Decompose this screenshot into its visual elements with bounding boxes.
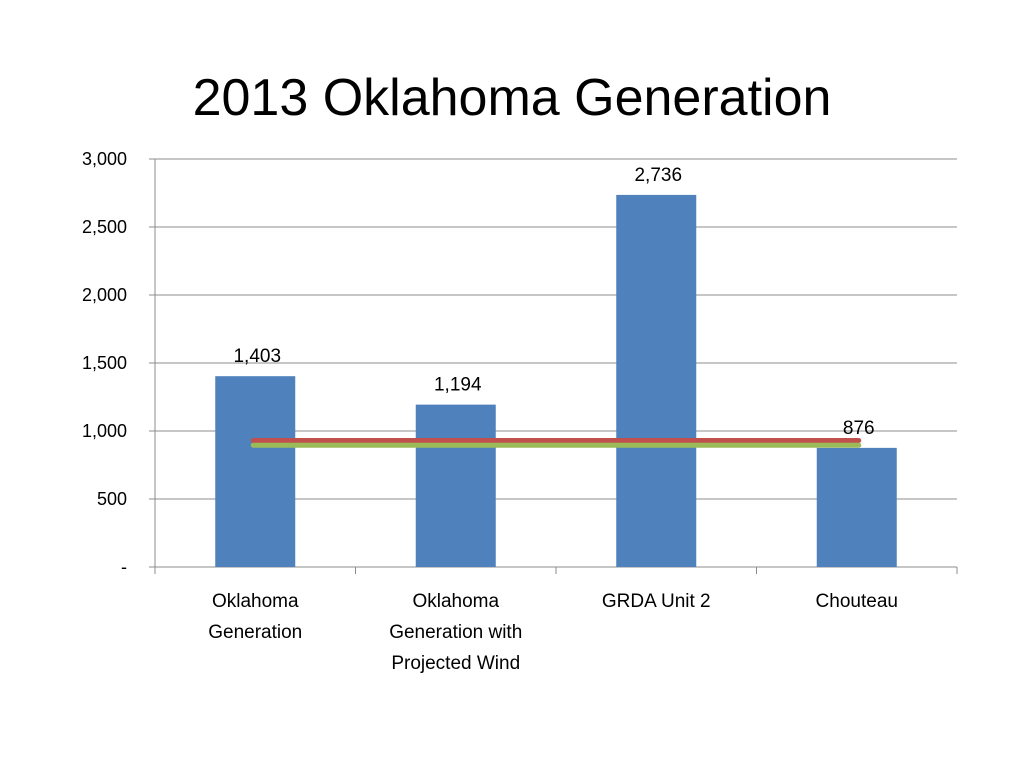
bars — [215, 194, 897, 568]
slide-title: 2013 Oklahoma Generation — [192, 69, 832, 127]
category-label: Oklahoma Generation — [208, 591, 302, 643]
data-label: 1,194 — [434, 375, 482, 396]
y-tick-label: 3,000 — [82, 149, 127, 169]
bar — [415, 404, 496, 567]
labels: 1,403 Oklahoma Generation 1,194 Oklahoma Gene… — [208, 165, 898, 674]
data-label: 2,736 — [634, 165, 682, 186]
category-label: Oklahoma Generation with Projected Wind — [389, 591, 522, 674]
data-label: 876 — [843, 418, 875, 439]
reference-lines — [250, 438, 862, 448]
bar — [215, 376, 296, 567]
bar — [816, 447, 897, 567]
y-tick-label: 2,000 — [82, 285, 127, 305]
category-label: GRDA Unit 2 — [602, 591, 711, 612]
bar — [616, 194, 697, 568]
y-tick-label: 1,500 — [82, 353, 127, 373]
y-tick-label: 500 — [97, 489, 127, 509]
data-label: 1,403 — [233, 346, 281, 367]
y-tick-label: - — [121, 557, 127, 577]
axes: - 500 1,000 1,500 2,000 2,500 3,000 — [82, 149, 958, 577]
y-tick-label: 2,500 — [82, 217, 127, 237]
category-label: Chouteau — [816, 591, 898, 612]
y-tick-label: 1,000 — [82, 421, 127, 441]
